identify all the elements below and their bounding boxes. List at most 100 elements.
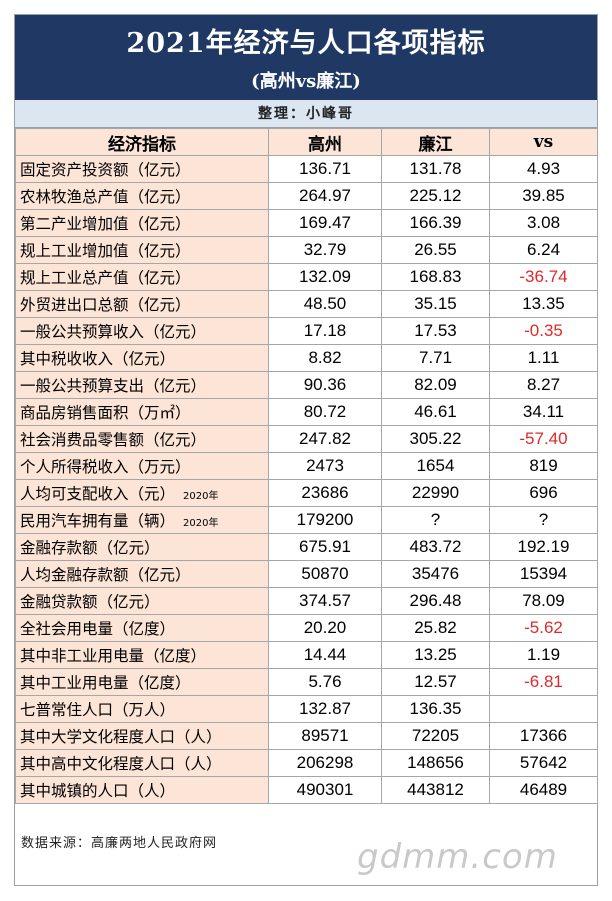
table-row: 其中税收收入（亿元） 8.82 7.71 1.11 — [15, 344, 598, 372]
column-header-gaozhou: 高州 — [268, 128, 382, 156]
gaozhou-value: 206298 — [268, 749, 382, 777]
gaozhou-value: 5.76 — [268, 668, 382, 696]
indicator-label: 其中非工业用电量（亿度） — [15, 641, 269, 669]
indicator-name: 全社会用电量（亿度） — [20, 620, 176, 638]
indicator-label: 一般公共预算支出（亿元） — [15, 371, 269, 399]
vs-value: 78.09 — [489, 587, 598, 615]
vs-value: 57642 — [489, 749, 598, 777]
table-row: 人均可支配收入（元） 2020年 23686 22990 696 — [15, 479, 598, 507]
lianjiang-value: 148656 — [381, 749, 490, 777]
indicator-label: 金融存款额（亿元） — [15, 533, 269, 561]
vs-value: 192.19 — [489, 533, 598, 561]
page-subtitle: (高州vs廉江) — [251, 71, 361, 92]
table-row: 人均金融存款额（亿元） 50870 35476 15394 — [15, 560, 598, 588]
lianjiang-value: 168.83 — [381, 263, 490, 291]
vs-value: 4.93 — [489, 155, 598, 183]
table-body: 固定资产投资额（亿元） 136.71 131.78 4.93 农林牧渔总产值（亿元） 26… — [15, 155, 598, 804]
indicator-name: 人均金融存款额（亿元） — [20, 566, 191, 584]
vs-value: 46489 — [489, 776, 598, 804]
table-row: 其中工业用电量（亿度） 5.76 12.57 -6.81 — [15, 668, 598, 696]
gaozhou-value: 50870 — [268, 560, 382, 588]
table-row: 民用汽车拥有量（辆） 2020年 179200?? — [15, 506, 598, 534]
vs-value: 39.85 — [489, 182, 598, 210]
indicator-label: 全社会用电量（亿度） — [15, 614, 269, 642]
lianjiang-value: 35476 — [381, 560, 490, 588]
table-row: 七普常住人口（万人） 132.87 136.35 — [15, 695, 598, 723]
table-row: 一般公共预算收入（亿元） 17.18 17.53 -0.35 — [15, 317, 598, 345]
lianjiang-value: 72205 — [381, 722, 490, 750]
indicator-name: 其中高中文化程度人口（人） — [20, 755, 222, 773]
indicator-label: 农林牧渔总产值（亿元） — [15, 182, 269, 210]
vs-value: 15394 — [489, 560, 598, 588]
vs-value: 17366 — [489, 722, 598, 750]
indicator-name: 农林牧渔总产值（亿元） — [20, 188, 191, 206]
indicator-label: 商品房销售面积（万㎡） — [15, 398, 269, 426]
vs-value: 3.08 — [489, 209, 598, 237]
indicator-label: 规上工业增加值（亿元） — [15, 236, 269, 264]
table-row: 商品房销售面积（万㎡） 80.72 46.61 34.11 — [15, 398, 598, 426]
gaozhou-value: 2473 — [268, 452, 382, 480]
table-row: 外贸进出口总额（亿元） 48.50 35.15 13.35 — [15, 290, 598, 318]
indicator-label: 个人所得税收入（万元） — [15, 452, 269, 480]
table-row: 金融存款额（亿元） 675.91 483.72 192.19 — [15, 533, 598, 561]
indicator-label: 金融贷款额（亿元） — [15, 587, 269, 615]
indicator-name: 其中大学文化程度人口（人） — [20, 728, 222, 746]
gaozhou-value: 48.50 — [268, 290, 382, 318]
indicator-name: 其中城镇的人口（人） — [20, 782, 176, 800]
table-row: 固定资产投资额（亿元） 136.71 131.78 4.93 — [15, 155, 598, 183]
indicator-name: 七普常住人口（万人） — [20, 701, 176, 719]
gaozhou-value: 490301 — [268, 776, 382, 804]
lianjiang-value: 305.22 — [381, 425, 490, 453]
indicator-label: 人均金融存款额（亿元） — [15, 560, 269, 588]
indicator-label: 民用汽车拥有量（辆） 2020年 — [15, 506, 269, 534]
gaozhou-value: 169.47 — [268, 209, 382, 237]
indicator-name: 规上工业增加值（亿元） — [20, 242, 191, 260]
indicator-label: 人均可支配收入（元） 2020年 — [15, 479, 269, 507]
lianjiang-value: 13.25 — [381, 641, 490, 669]
indicator-label: 一般公共预算收入（亿元） — [15, 317, 269, 345]
indicator-label: 固定资产投资额（亿元） — [15, 155, 269, 183]
lianjiang-value: 22990 — [381, 479, 490, 507]
page-title: 2021年经济与人口各项指标 — [126, 28, 486, 59]
gaozhou-value: 675.91 — [268, 533, 382, 561]
lianjiang-value: ? — [381, 506, 490, 534]
indicator-name: 固定资产投资额（亿元） — [20, 161, 191, 179]
indicator-name: 商品房销售面积（万㎡） — [20, 404, 191, 422]
lianjiang-value: 26.55 — [381, 236, 490, 264]
lianjiang-value: 296.48 — [381, 587, 490, 615]
lianjiang-value: 443812 — [381, 776, 490, 804]
table-row: 社会消费品零售额（亿元） 247.82 305.22 -57.40 — [15, 425, 598, 453]
column-header-indicator: 经济指标 — [15, 128, 269, 156]
gaozhou-value: 80.72 — [268, 398, 382, 426]
gaozhou-value: 374.57 — [268, 587, 382, 615]
table-row: 其中大学文化程度人口（人） 89571 72205 17366 — [15, 722, 598, 750]
indicator-name: 金融贷款额（亿元） — [20, 593, 160, 611]
indicator-name: 一般公共预算收入（亿元） — [20, 323, 207, 341]
table-row: 规上工业增加值（亿元） 32.79 26.55 6.24 — [15, 236, 598, 264]
gaozhou-value: 247.82 — [268, 425, 382, 453]
column-header-vs: vs — [489, 128, 598, 156]
table-row: 第二产业增加值（亿元） 169.47 166.39 3.08 — [15, 209, 598, 237]
indicator-name: 外贸进出口总额（亿元） — [20, 296, 191, 314]
lianjiang-value: 35.15 — [381, 290, 490, 318]
gaozhou-value: 20.20 — [268, 614, 382, 642]
year-note: 2020年 — [183, 491, 219, 502]
lianjiang-value: 7.71 — [381, 344, 490, 372]
indicator-table: 经济指标 高州 廉江 vs 固定资产投资额（亿元） 136.71 131.78 4.9… — [15, 128, 598, 804]
lianjiang-value: 17.53 — [381, 317, 490, 345]
indicator-label: 其中高中文化程度人口（人） — [15, 749, 269, 777]
vs-value: 819 — [489, 452, 598, 480]
watermark: gdmm.com — [357, 837, 558, 877]
gaozhou-value: 23686 — [268, 479, 382, 507]
vs-value: 696 — [489, 479, 598, 507]
indicator-name: 民用汽车拥有量（辆） — [20, 512, 176, 530]
vs-value: 13.35 — [489, 290, 598, 318]
table-row: 金融贷款额（亿元） 374.57 296.48 78.09 — [15, 587, 598, 615]
indicator-name: 金融存款额（亿元） — [20, 539, 160, 557]
column-header-lianjiang: 廉江 — [381, 128, 490, 156]
lianjiang-value: 25.82 — [381, 614, 490, 642]
indicator-label: 社会消费品零售额（亿元） — [15, 425, 269, 453]
indicator-label: 七普常住人口（万人） — [15, 695, 269, 723]
table-header-row: 经济指标 高州 廉江 vs — [15, 128, 598, 156]
table-row: 其中城镇的人口（人） 490301 443812 46489 — [15, 776, 598, 804]
